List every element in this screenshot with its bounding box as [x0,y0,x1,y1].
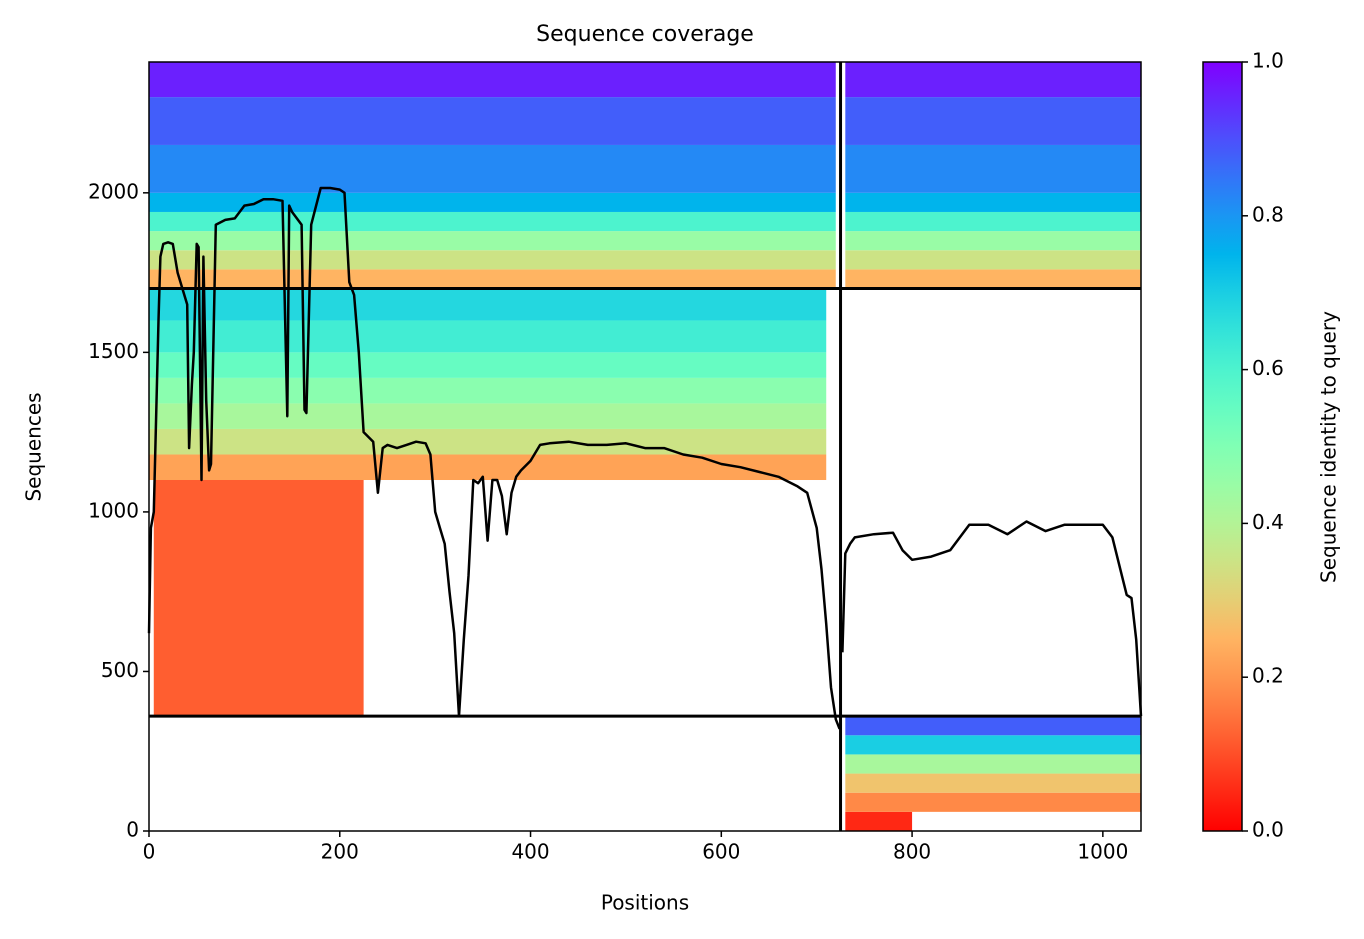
coverage-band [149,97,836,145]
coverage-band [845,716,1141,736]
coverage-band [845,811,913,831]
x-tick-label: 800 [893,840,931,864]
coverage-band [149,428,827,455]
coverage-band [845,250,1141,270]
colorbar-tick-label: 0.8 [1252,202,1284,226]
coverage-band [845,773,1141,793]
colorbar-tick-label: 1.0 [1252,49,1284,73]
colorbar [1202,61,1243,832]
coverage-band [149,211,836,232]
y-tick-label: 2000 [88,179,139,203]
coverage-band [149,62,836,98]
x-axis-label: Positions [601,891,689,915]
coverage-band [149,403,827,429]
coverage-band [845,754,1141,774]
coverage-band [153,480,364,717]
coverage-band [149,320,827,353]
y-axis-label: Sequences [22,392,46,501]
chart-title: Sequence coverage [536,22,754,47]
x-tick-label: 200 [321,840,359,864]
x-tick-label: 1000 [1077,840,1128,864]
coverage-band [149,377,827,404]
coverage-band [845,735,1141,755]
colorbar-label: Sequence identity to query [1317,311,1341,583]
coverage-band [149,454,827,481]
y-tick-label: 500 [101,658,139,682]
colorbar-tick-label: 0.2 [1252,664,1284,688]
coverage-line [147,186,1143,730]
coverage-band [845,192,1141,212]
coverage-band [845,62,1141,98]
coverage-band [149,269,836,289]
colorbar-tick-label: 0.0 [1252,818,1284,842]
coverage-band [149,144,836,193]
coverage-band [149,288,827,321]
x-tick-label: 0 [143,840,156,864]
colorbar-tick-label: 0.4 [1252,510,1284,534]
x-tick-label: 600 [702,840,740,864]
y-tick-label: 0 [126,818,139,842]
coverage-band [845,211,1141,232]
coverage-band [845,144,1141,193]
coverage-band [149,250,836,270]
colorbar-tick-label: 0.6 [1252,356,1284,380]
coverage-band [845,231,1141,251]
coverage-band [845,269,1141,289]
coverage-band [845,97,1141,145]
y-tick-label: 1000 [88,498,139,522]
x-tick-label: 400 [511,840,549,864]
coverage-band [149,192,836,212]
coverage-band [149,352,827,378]
axes-frame [148,61,1142,832]
coverage-band [149,231,836,251]
coverage-band [845,792,1141,812]
y-tick-label: 1500 [88,339,139,363]
